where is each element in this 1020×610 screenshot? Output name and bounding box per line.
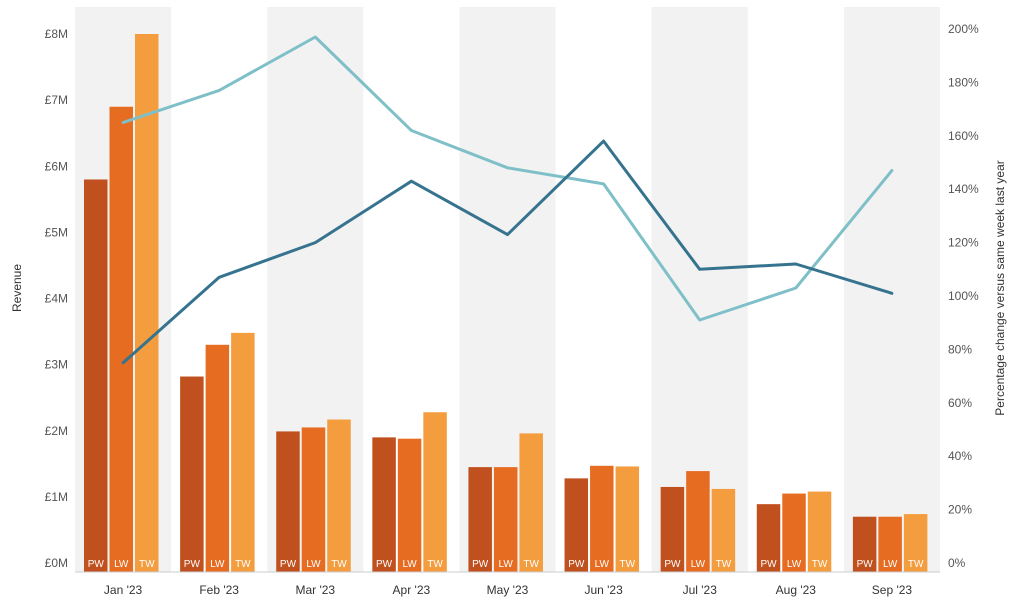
bar-label: PW xyxy=(88,559,105,570)
bar-lw xyxy=(782,493,806,572)
category-bands xyxy=(75,7,940,572)
bar-lw xyxy=(493,467,518,572)
bar-label: LW xyxy=(595,559,610,570)
y-tick-label: £6M xyxy=(45,159,68,173)
left-axis-ticks: £0M £1M £2M £3M £4M £5M £6M £7M £8M xyxy=(45,27,68,570)
bar-label: TW xyxy=(235,559,251,570)
bar-lw xyxy=(397,438,422,572)
y2-tick-label: 160% xyxy=(948,129,979,143)
bar-tw xyxy=(327,419,351,572)
right-axis-ticks: 0% 20% 40% 60% 80% 100% 120% 140% 160% 180% 200% xyxy=(948,22,979,570)
x-tick-label: Sep '23 xyxy=(872,583,913,597)
bar-lw xyxy=(205,344,230,572)
bar-pw xyxy=(372,437,396,572)
bar-label: LW xyxy=(691,559,706,570)
bar-label: LW xyxy=(883,559,898,570)
bar-lw xyxy=(109,106,133,573)
bar-label: TW xyxy=(523,559,539,570)
line-series-1 xyxy=(121,35,894,322)
bar-label: LW xyxy=(787,559,802,570)
y2-tick-label: 100% xyxy=(948,289,979,303)
y2-tick-label: 180% xyxy=(948,75,979,89)
bar-label: PW xyxy=(857,559,874,570)
bar-label: LW xyxy=(499,559,514,570)
x-tick-label: Jan '23 xyxy=(104,583,143,597)
bar-pw xyxy=(660,486,685,572)
y-tick-label: £1M xyxy=(45,490,68,504)
bar-label: PW xyxy=(664,559,681,570)
bar-label: TW xyxy=(331,559,347,570)
bar-label: TW xyxy=(620,559,636,570)
x-tick-label: Jul '23 xyxy=(683,583,718,597)
bar-tw xyxy=(231,332,255,572)
x-tick-label: Feb '23 xyxy=(199,583,239,597)
y2-tick-label: 140% xyxy=(948,182,979,196)
bar-pw xyxy=(276,431,300,572)
bar-tw xyxy=(135,34,159,572)
bar-pw xyxy=(468,467,492,572)
x-axis-ticks: Jan '23 Feb '23 Mar '23 Apr '23 May '23 Jun '… xyxy=(104,583,913,597)
x-tick-label: Jun '23 xyxy=(584,583,623,597)
bar-label: TW xyxy=(716,559,732,570)
y-tick-label: £2M xyxy=(45,424,68,438)
bar-tw xyxy=(903,514,928,572)
y-tick-label: £4M xyxy=(45,292,68,306)
bar-tw xyxy=(519,433,543,572)
bar-label: PW xyxy=(472,559,489,570)
x-tick-label: May '23 xyxy=(487,583,529,597)
x-tick-label: Aug '23 xyxy=(776,583,817,597)
y2-tick-label: 20% xyxy=(948,503,972,517)
y2-tick-label: 120% xyxy=(948,236,979,250)
bar-series-group: PW LW TW PW LW TW PW LW TW PW LW TW PW LW TW PW LW TW PW LW… xyxy=(84,34,928,573)
bar-tw xyxy=(807,491,832,572)
y-axis-title-right: Percentage change versus same week last … xyxy=(993,160,1007,415)
y-tick-label: £0M xyxy=(45,556,68,570)
category-band xyxy=(843,7,940,572)
bar-lw xyxy=(301,427,326,572)
bar-label: TW xyxy=(812,559,828,570)
bar-lw xyxy=(878,516,902,572)
bar-label: LW xyxy=(402,559,417,570)
bar-lw xyxy=(590,465,614,572)
y-axis-title-left: Revenue xyxy=(10,264,24,312)
y-tick-label: £3M xyxy=(45,358,68,372)
y2-tick-label: 60% xyxy=(948,396,972,410)
bar-pw xyxy=(756,504,781,572)
bar-pw xyxy=(84,179,108,572)
bar-label: PW xyxy=(376,559,393,570)
y2-tick-label: 80% xyxy=(948,342,972,356)
bar-pw xyxy=(852,516,877,572)
bar-label: LW xyxy=(210,559,225,570)
y-tick-label: £7M xyxy=(45,93,68,107)
bar-pw xyxy=(564,478,589,572)
y-tick-label: £5M xyxy=(45,225,68,239)
line-series-2 xyxy=(121,139,894,365)
bar-label: PW xyxy=(184,559,201,570)
bar-label: TW xyxy=(427,559,443,570)
line-series-group xyxy=(121,35,894,365)
bar-tw xyxy=(423,412,447,572)
bar-label: PW xyxy=(280,559,297,570)
bar-label: PW xyxy=(568,559,585,570)
y-tick-label: £8M xyxy=(45,27,68,41)
bar-lw xyxy=(686,471,710,572)
bar-label: TW xyxy=(139,559,155,570)
bar-tw xyxy=(711,488,736,572)
bar-label: LW xyxy=(306,559,321,570)
bar-pw xyxy=(180,376,204,572)
x-tick-label: Apr '23 xyxy=(393,583,431,597)
bar-label: TW xyxy=(908,559,924,570)
bar-label: PW xyxy=(760,559,777,570)
y2-tick-label: 200% xyxy=(948,22,979,36)
bar-label: LW xyxy=(114,559,129,570)
y2-tick-label: 0% xyxy=(948,556,966,570)
bar-tw xyxy=(615,466,640,572)
y2-tick-label: 40% xyxy=(948,449,972,463)
x-tick-label: Mar '23 xyxy=(295,583,335,597)
